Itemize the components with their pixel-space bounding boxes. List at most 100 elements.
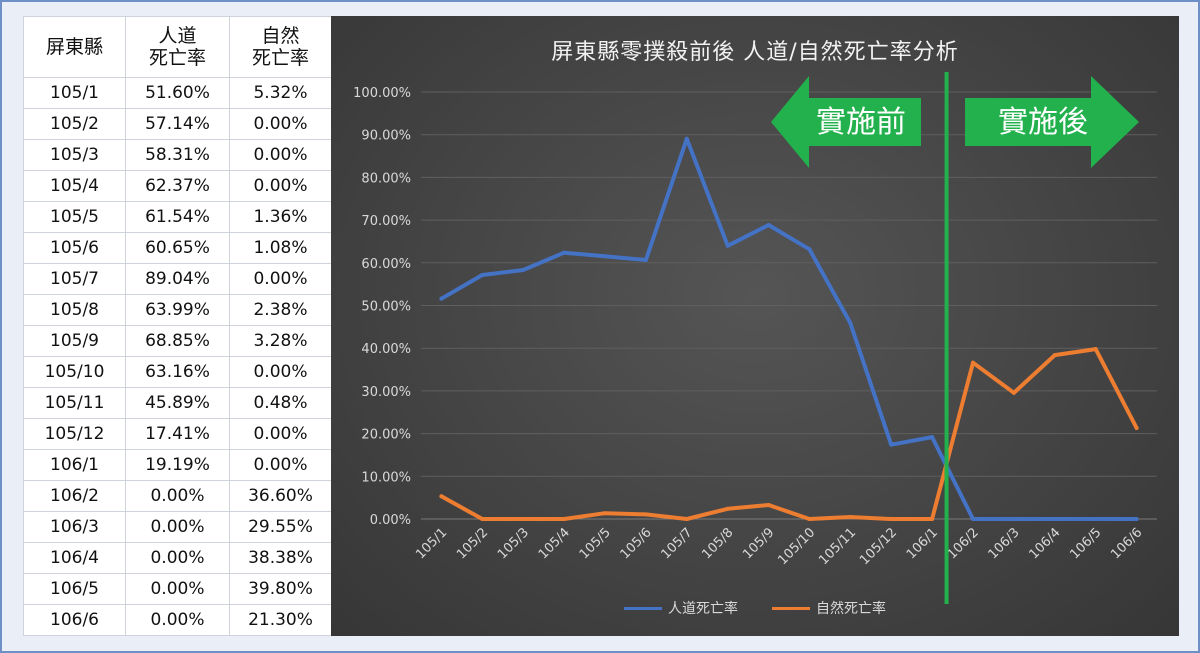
y-tick-label: 70.00% xyxy=(361,214,411,229)
data-point xyxy=(643,258,648,263)
cell-month: 105/8 xyxy=(23,294,126,326)
data-point xyxy=(1052,517,1057,521)
cell-humane-rate: 61.54% xyxy=(125,201,230,233)
data-point xyxy=(439,296,444,301)
y-tick-label: 20.00% xyxy=(361,428,411,443)
chart-title: 屏東縣零撲殺前後 人道/自然死亡率分析 xyxy=(551,40,959,65)
cell-natural-rate: 5.32% xyxy=(229,77,332,109)
data-point xyxy=(889,442,894,447)
cell-humane-rate: 62.37% xyxy=(125,170,230,202)
data-point xyxy=(930,435,935,440)
header-county-label: 屏東縣 xyxy=(45,36,103,58)
table-row: 105/3 58.31% 0.00% xyxy=(23,139,332,171)
cell-natural-rate: 36.60% xyxy=(229,480,332,512)
x-tick-label: 105/3 xyxy=(495,525,532,562)
x-tick-label: 105/1 xyxy=(413,525,450,562)
data-point xyxy=(521,268,526,273)
table-row: 105/7 89.04% 0.00% xyxy=(23,263,332,295)
cell-natural-rate: 1.36% xyxy=(229,201,332,233)
table-row: 106/5 0.00% 39.80% xyxy=(23,573,332,605)
x-tick-label: 106/1 xyxy=(904,525,941,562)
cell-month: 105/6 xyxy=(23,232,126,264)
data-point xyxy=(889,517,894,521)
header-natural-line1: 自然 xyxy=(261,25,300,47)
table-row: 105/9 68.85% 3.28% xyxy=(23,325,332,357)
data-point xyxy=(603,511,607,516)
series-line-humane xyxy=(439,136,1139,521)
table-row: 105/12 17.41% 0.00% xyxy=(23,418,332,450)
data-table: 屏東縣 人道 死亡率 自然 死亡率 105/1 51.60% 5.32% 105/2 5… xyxy=(23,16,332,636)
cell-humane-rate: 0.00% xyxy=(125,573,230,605)
data-point xyxy=(480,273,485,278)
data-point xyxy=(807,247,812,252)
cell-humane-rate: 51.60% xyxy=(125,77,230,109)
x-tick-label: 105/4 xyxy=(536,525,573,562)
x-tick-label: 105/9 xyxy=(740,525,777,562)
legend-item-natural: 自然死亡率 xyxy=(772,598,886,618)
cell-month: 106/1 xyxy=(23,449,126,481)
chart-legend: 人道死亡率 自然死亡率 xyxy=(331,598,1179,618)
table-row: 105/11 45.89% 0.48% xyxy=(23,387,332,419)
data-point xyxy=(439,494,444,499)
before-arrow-label: 實施前 xyxy=(816,105,906,140)
data-point xyxy=(1011,390,1016,395)
header-humane-rate: 人道 死亡率 xyxy=(125,16,230,78)
cell-month: 105/3 xyxy=(23,139,126,171)
y-tick-label: 80.00% xyxy=(361,171,411,186)
cell-humane-rate: 17.41% xyxy=(125,418,230,450)
x-tick-label: 106/2 xyxy=(945,525,982,562)
cell-humane-rate: 0.00% xyxy=(125,511,230,543)
data-point xyxy=(725,243,730,248)
data-point xyxy=(1134,517,1139,521)
data-point xyxy=(562,250,567,255)
cell-humane-rate: 58.31% xyxy=(125,139,230,171)
table-row: 105/4 62.37% 0.00% xyxy=(23,170,332,202)
cell-natural-rate: 1.08% xyxy=(229,232,332,264)
cell-humane-rate: 57.14% xyxy=(125,108,230,140)
x-tick-label: 105/8 xyxy=(699,525,736,562)
cell-month: 105/11 xyxy=(23,387,126,419)
cell-month: 105/4 xyxy=(23,170,126,202)
cell-natural-rate: 0.00% xyxy=(229,170,332,202)
data-point xyxy=(480,517,485,521)
data-point xyxy=(1052,353,1057,358)
cell-humane-rate: 63.99% xyxy=(125,294,230,326)
cell-month: 106/4 xyxy=(23,542,126,574)
table-row: 106/3 0.00% 29.55% xyxy=(23,511,332,543)
before-arrow-icon xyxy=(771,76,921,168)
cell-natural-rate: 0.00% xyxy=(229,263,332,295)
cell-natural-rate: 39.80% xyxy=(229,573,332,605)
cell-month: 106/2 xyxy=(23,480,126,512)
cell-natural-rate: 2.38% xyxy=(229,294,332,326)
cell-month: 105/1 xyxy=(23,77,126,109)
cell-humane-rate: 45.89% xyxy=(125,387,230,419)
table-header-row: 屏東縣 人道 死亡率 自然 死亡率 xyxy=(23,16,332,78)
x-tick-label: 105/7 xyxy=(659,525,696,562)
x-tick-label: 105/11 xyxy=(816,525,859,568)
data-point xyxy=(930,517,935,521)
legend-label-natural: 自然死亡率 xyxy=(816,601,886,617)
data-point xyxy=(643,512,648,517)
cell-humane-rate: 19.19% xyxy=(125,449,230,481)
cell-humane-rate: 60.65% xyxy=(125,232,230,264)
y-tick-label: 0.00% xyxy=(370,513,411,528)
cell-humane-rate: 63.16% xyxy=(125,356,230,388)
x-tick-label: 105/6 xyxy=(618,525,655,562)
line-chart: 0.00% 10.00% 20.00% 30.00% 40.00% 50.00% 60.00… xyxy=(353,72,1157,604)
data-point xyxy=(725,506,730,511)
data-point xyxy=(684,136,689,141)
cell-natural-rate: 38.38% xyxy=(229,542,332,574)
chart-panel: 0.00% 10.00% 20.00% 30.00% 40.00% 50.00% 60.00… xyxy=(331,16,1179,636)
data-point xyxy=(1093,347,1098,352)
legend-item-humane: 人道死亡率 xyxy=(624,598,738,618)
after-arrow-icon xyxy=(965,76,1139,168)
header-natural-rate: 自然 死亡率 xyxy=(229,16,332,78)
cell-natural-rate: 0.48% xyxy=(229,387,332,419)
legend-label-humane: 人道死亡率 xyxy=(668,601,738,617)
y-tick-label: 30.00% xyxy=(361,385,411,400)
x-tick-label: 106/5 xyxy=(1067,525,1104,562)
cell-natural-rate: 0.00% xyxy=(229,139,332,171)
data-point xyxy=(766,502,771,507)
header-humane-line2: 死亡率 xyxy=(148,47,206,69)
